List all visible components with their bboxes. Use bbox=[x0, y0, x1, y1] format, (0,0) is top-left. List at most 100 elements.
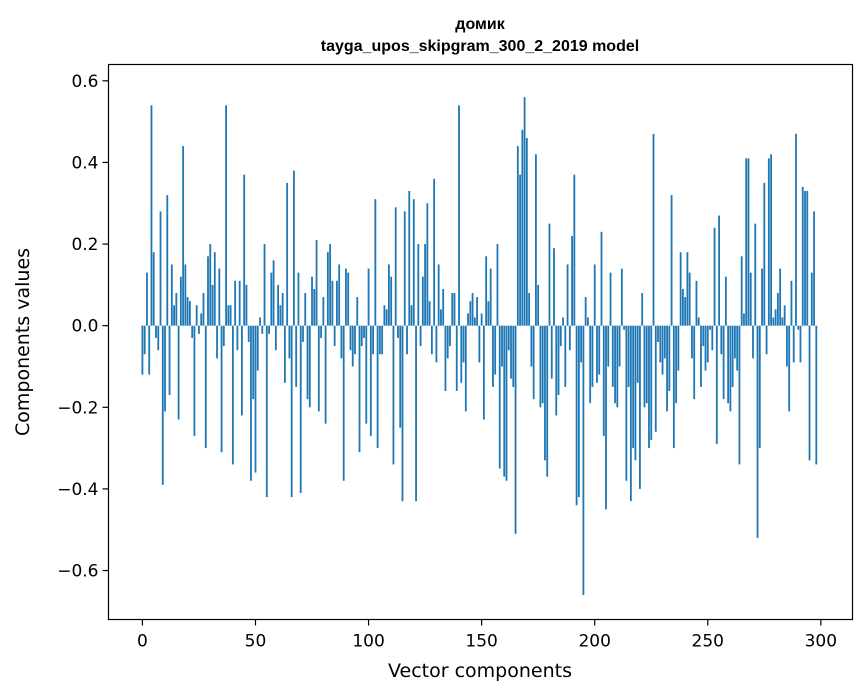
bar bbox=[779, 268, 782, 326]
bar bbox=[155, 325, 157, 338]
bar bbox=[815, 325, 818, 465]
bar bbox=[460, 325, 463, 383]
bar bbox=[317, 325, 320, 412]
bar bbox=[537, 284, 540, 326]
bar bbox=[467, 313, 469, 326]
bar bbox=[193, 325, 196, 436]
bar bbox=[713, 227, 716, 326]
bar bbox=[173, 305, 175, 326]
bar bbox=[652, 133, 655, 326]
bar bbox=[281, 293, 284, 326]
bar bbox=[555, 325, 558, 416]
bar bbox=[666, 325, 668, 412]
bar bbox=[152, 252, 155, 326]
bar bbox=[349, 325, 352, 351]
bar bbox=[256, 325, 259, 371]
bar bbox=[480, 313, 483, 326]
bar bbox=[516, 146, 519, 326]
bar bbox=[202, 293, 205, 326]
bar bbox=[546, 325, 549, 477]
bar bbox=[388, 264, 390, 326]
bar bbox=[700, 325, 702, 387]
bar bbox=[691, 325, 693, 359]
bar bbox=[553, 248, 555, 326]
bar bbox=[277, 284, 280, 326]
bar bbox=[268, 325, 270, 334]
bar bbox=[302, 325, 304, 342]
y-tick-label: 0.4 bbox=[71, 153, 98, 173]
bar bbox=[761, 268, 763, 326]
bar bbox=[263, 244, 266, 326]
bar bbox=[216, 325, 218, 359]
bar bbox=[476, 297, 479, 326]
bar bbox=[433, 178, 436, 326]
bar bbox=[600, 231, 603, 326]
bar bbox=[426, 203, 429, 326]
bar bbox=[442, 288, 445, 326]
bar bbox=[756, 325, 759, 538]
bar bbox=[521, 129, 524, 326]
bar bbox=[326, 252, 329, 326]
bar bbox=[408, 191, 411, 326]
bar bbox=[195, 305, 198, 326]
bar bbox=[374, 199, 377, 326]
bar bbox=[797, 325, 800, 330]
bar bbox=[381, 325, 384, 355]
bar bbox=[369, 325, 372, 436]
bar bbox=[734, 325, 736, 359]
bar bbox=[184, 264, 187, 326]
y-axis-ticks: −0.6 −0.4 −0.2 0.0 0.2 0.4 0.6 bbox=[57, 72, 109, 582]
bar bbox=[806, 191, 809, 326]
bar bbox=[582, 325, 585, 596]
bar bbox=[304, 293, 307, 326]
bar bbox=[670, 195, 673, 326]
bar bbox=[611, 325, 614, 387]
bar bbox=[752, 325, 754, 359]
x-tick-label: 100 bbox=[352, 632, 384, 652]
bar bbox=[227, 305, 230, 326]
bar bbox=[736, 325, 739, 371]
bar bbox=[745, 158, 748, 326]
bar bbox=[740, 256, 743, 326]
bar bbox=[498, 325, 501, 469]
bar bbox=[776, 293, 779, 326]
bar bbox=[792, 325, 795, 363]
bar bbox=[424, 244, 426, 326]
bar bbox=[661, 325, 664, 375]
bar bbox=[191, 325, 194, 338]
bar bbox=[772, 317, 775, 326]
bar bbox=[813, 211, 815, 326]
bar bbox=[639, 325, 641, 489]
bar bbox=[501, 325, 503, 367]
bar bbox=[469, 301, 472, 326]
bar bbox=[519, 174, 521, 326]
bar bbox=[686, 252, 689, 326]
bar bbox=[306, 325, 309, 400]
bar bbox=[663, 325, 666, 359]
bar bbox=[548, 223, 551, 326]
bar bbox=[419, 325, 422, 347]
bar bbox=[679, 252, 682, 326]
bar bbox=[220, 325, 223, 453]
bar bbox=[340, 325, 343, 359]
bar bbox=[614, 325, 616, 404]
bar bbox=[211, 284, 214, 326]
x-axis-ticks: 0 50 100 150 200 250 300 bbox=[137, 619, 837, 652]
bar bbox=[360, 325, 363, 347]
bar bbox=[738, 325, 741, 465]
bar bbox=[532, 325, 535, 400]
bar bbox=[179, 276, 182, 326]
bar bbox=[525, 137, 528, 326]
bar bbox=[505, 325, 508, 481]
bar bbox=[587, 317, 589, 326]
bar bbox=[146, 272, 148, 326]
bar bbox=[790, 280, 793, 326]
bar bbox=[618, 325, 621, 367]
bar bbox=[632, 325, 635, 449]
bar bbox=[774, 309, 777, 326]
bar bbox=[643, 325, 646, 408]
bar bbox=[279, 305, 282, 326]
bar bbox=[358, 325, 361, 453]
bar bbox=[786, 325, 788, 367]
bar bbox=[453, 293, 456, 326]
